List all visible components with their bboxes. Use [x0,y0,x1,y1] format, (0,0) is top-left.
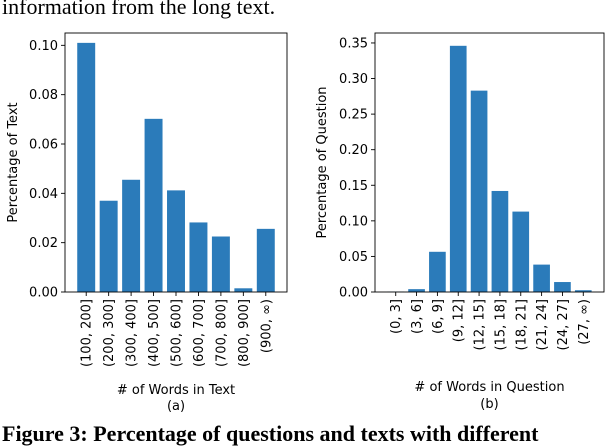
x-tick-label: (15, 18] [493,299,508,351]
y-axis-label: Percentage of Text [6,102,21,222]
chart-b-question-length: 0.00 0.05 0.10 0.15 0.20 0.25 0.30 0.35 (0, 3] (3… [315,33,604,412]
y-tick-label: 0.35 [339,36,368,51]
bar-a-0 [77,43,95,292]
chart-a-text-length: 0.00 0.02 0.04 0.06 0.08 0.10 (100, 200] (200, … [6,33,287,414]
subfigure-label: (a) [167,399,185,414]
x-axis-label: # of Words in Text [117,383,235,398]
y-tick-label: 0.00 [29,286,58,301]
x-axis-label: # of Words in Question [414,380,564,395]
y-tick-label: 0.15 [339,179,368,194]
bar-b-3 [450,46,467,292]
x-tick-label: (3, 6] [410,299,425,334]
x-tick-label: (21, 24] [535,299,550,351]
x-tick-label: (12, 15] [473,299,488,351]
y-tick-label: 0.08 [29,88,58,103]
bar-a-7 [234,288,252,292]
bar-a-3 [145,119,163,292]
y-tick-label: 0.10 [339,214,368,229]
bar-a-1 [100,201,118,292]
subfigure-label: (b) [480,397,498,412]
y-tick-label: 0.20 [339,143,368,158]
x-tick-label: (900, ∞) [259,299,274,353]
x-tick-label: (0, 3] [389,299,404,334]
bar-b-8 [554,282,571,292]
x-tick-label: (500, 600] [170,299,185,367]
x-tick-label: (200, 300] [102,299,117,367]
bar-b-2 [429,252,446,292]
y-axis-label: Percentage of Question [315,86,330,238]
bar-b-4 [471,91,488,292]
bar-b-6 [512,212,529,292]
x-tick-label: (18, 21] [514,299,529,351]
y-tick-label: 0.06 [29,138,58,153]
bar-a-8 [257,229,275,292]
x-tick-label: (700, 800] [214,299,229,367]
bar-b-5 [492,191,509,292]
bar-a-5 [189,222,207,292]
x-tick-label: (800, 900] [237,299,252,367]
y-tick-label: 0.02 [29,236,58,251]
x-tick-label: (400, 500] [147,299,162,367]
x-tick-label: (100, 200] [80,299,95,367]
bar-a-2 [122,180,140,292]
x-tick-label: (6, 9] [431,299,446,334]
y-tick-label: 0.00 [339,286,368,301]
x-tick-label: (600, 700] [192,299,207,367]
y-tick-label: 0.10 [29,39,58,54]
x-tick-label: (27, ∞) [577,299,592,345]
y-tick-label: 0.30 [339,72,368,87]
y-tick-label: 0.05 [339,250,368,265]
axes-frame [375,33,604,292]
y-tick-label: 0.25 [339,108,368,123]
bar-a-4 [167,190,185,292]
bar-a-6 [212,237,230,293]
y-tick-label: 0.04 [29,187,58,202]
x-tick-label: (300, 400] [125,299,140,367]
x-tick-label: (9, 12] [452,299,467,342]
bar-b-7 [533,265,550,292]
figure-caption: Figure 3: Percentage of questions and te… [2,421,539,447]
x-tick-label: (24, 27] [556,299,571,351]
